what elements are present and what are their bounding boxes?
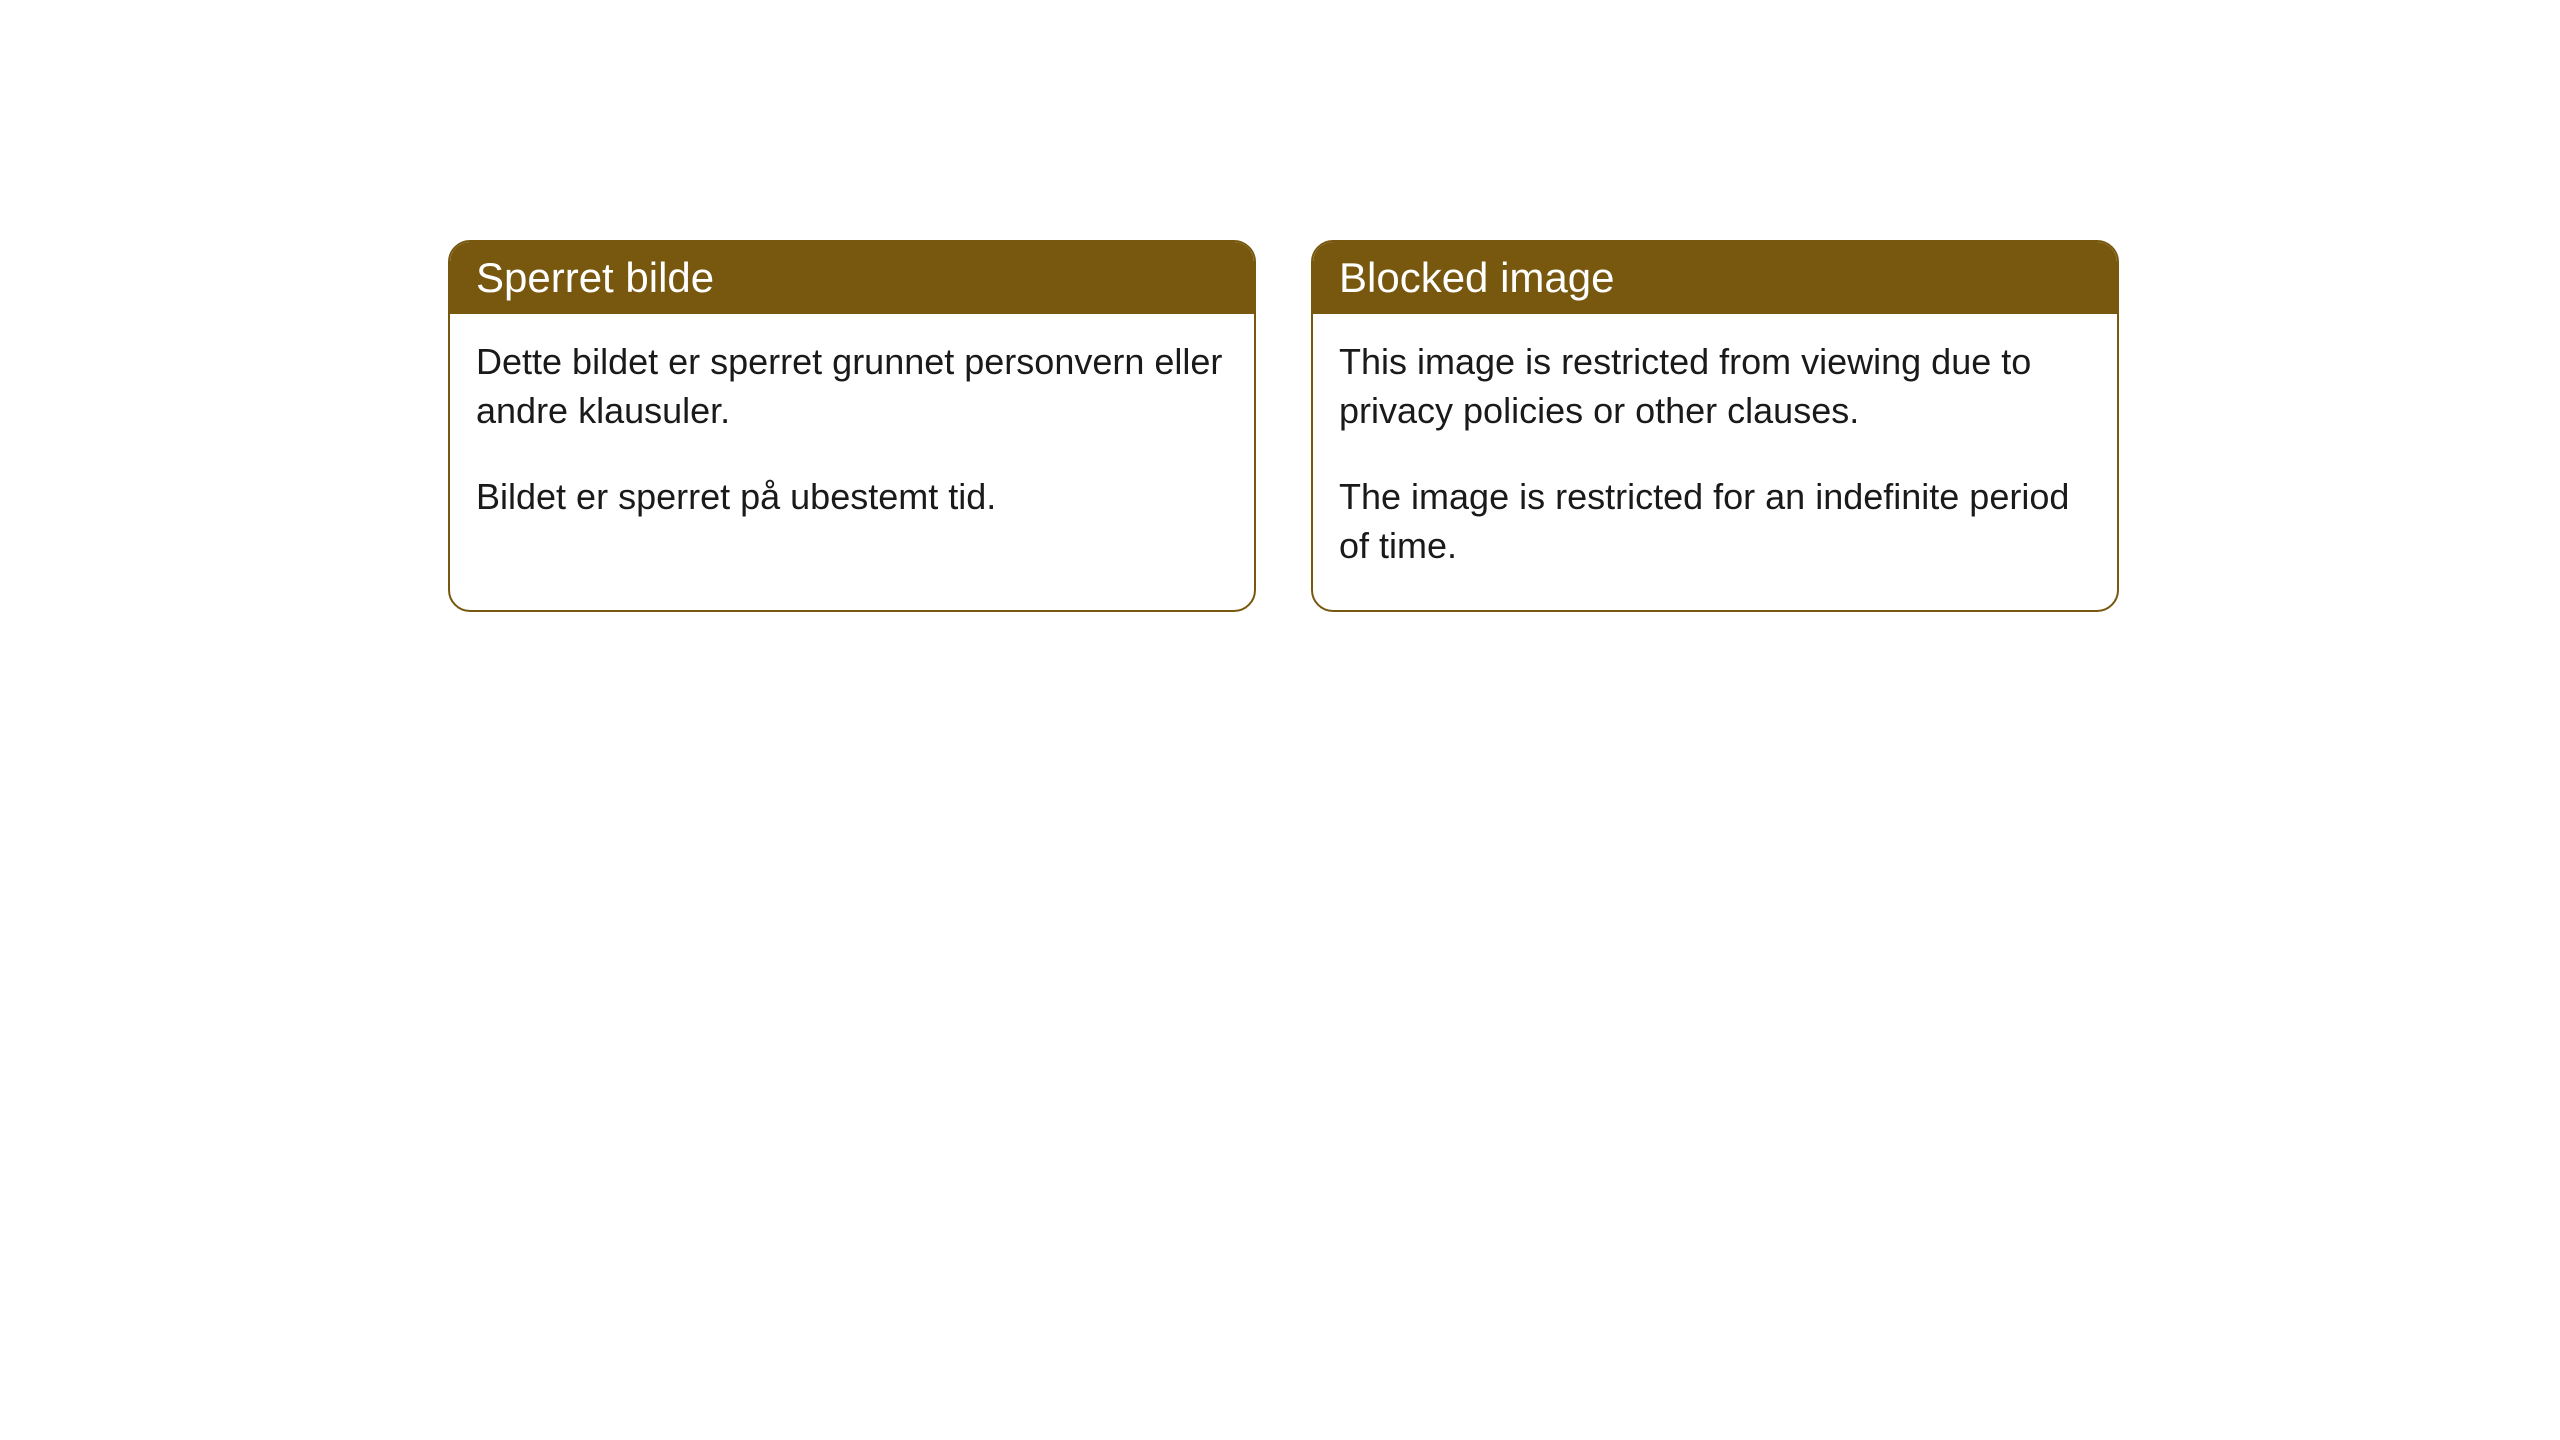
notice-paragraph: Bildet er sperret på ubestemt tid. — [476, 473, 1228, 522]
notice-title: Sperret bilde — [476, 254, 714, 301]
notice-body: This image is restricted from viewing du… — [1313, 314, 2117, 610]
notice-cards-container: Sperret bilde Dette bildet er sperret gr… — [448, 240, 2119, 612]
notice-body: Dette bildet er sperret grunnet personve… — [450, 314, 1254, 562]
notice-card-english: Blocked image This image is restricted f… — [1311, 240, 2119, 612]
notice-header: Blocked image — [1313, 242, 2117, 314]
notice-card-norwegian: Sperret bilde Dette bildet er sperret gr… — [448, 240, 1256, 612]
notice-paragraph: The image is restricted for an indefinit… — [1339, 473, 2091, 570]
notice-paragraph: This image is restricted from viewing du… — [1339, 338, 2091, 435]
notice-header: Sperret bilde — [450, 242, 1254, 314]
notice-paragraph: Dette bildet er sperret grunnet personve… — [476, 338, 1228, 435]
notice-title: Blocked image — [1339, 254, 1614, 301]
